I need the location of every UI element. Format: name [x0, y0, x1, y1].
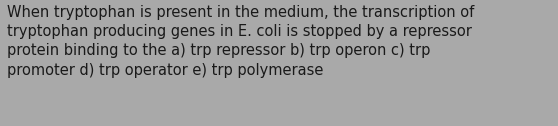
Text: When tryptophan is present in the medium, the transcription of
tryptophan produc: When tryptophan is present in the medium… — [7, 5, 474, 78]
